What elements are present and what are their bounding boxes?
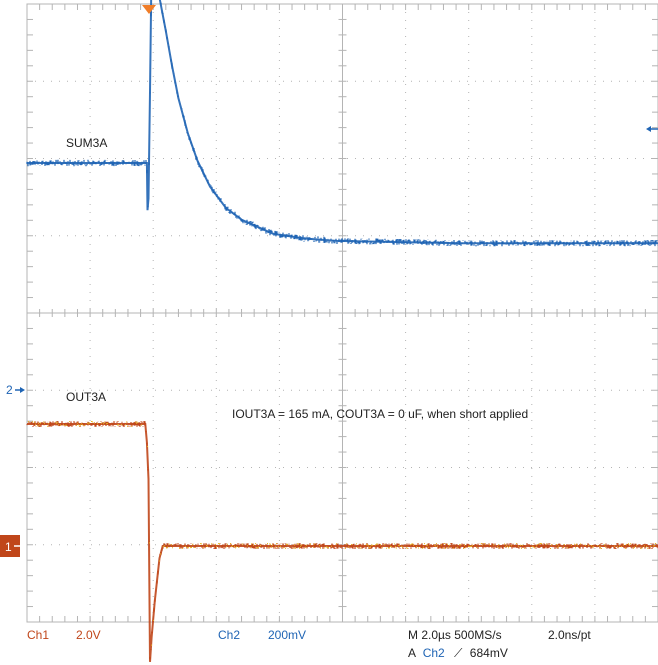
ch1-scale: 2.0V <box>76 628 101 642</box>
waveform-traces <box>26 0 658 662</box>
trigger-level-arrow <box>646 126 658 132</box>
out3a-label: OUT3A <box>66 390 106 404</box>
graticule <box>26 3 658 623</box>
sum3a-label: SUM3A <box>66 136 107 150</box>
trace-out3a-highlight <box>28 421 656 646</box>
trigger-prefix: A <box>408 646 416 660</box>
resolution-readout: 2.0ns/pt <box>548 628 591 642</box>
ch2-marker-label: 2 <box>6 383 13 397</box>
trace-sum3a <box>26 0 658 247</box>
ch1-name: Ch1 <box>27 628 50 642</box>
trigger-channel: Ch2 <box>422 646 445 660</box>
ch1-marker-label: 1 <box>5 540 12 554</box>
trigger-slope-icon: ⟋ <box>454 646 463 660</box>
trigger-position-marker <box>142 5 156 14</box>
ch2-name: Ch2 <box>218 628 241 642</box>
trigger-readout: A Ch2 ⟋ 684mV <box>408 646 508 661</box>
trace-out3a <box>26 421 658 662</box>
trigger-level: 684mV <box>469 646 508 660</box>
timebase-readout: M 2.0µs 500MS/s <box>408 628 502 642</box>
ch2-ground-marker: 2 <box>6 383 25 397</box>
annotation-text: IOUT3A = 165 mA, COUT3A = 0 uF, when sho… <box>232 407 528 421</box>
ch1-ground-marker: 1 <box>0 535 25 557</box>
trace-sum3a-noise <box>26 0 658 247</box>
ch2-scale: 200mV <box>268 628 307 642</box>
